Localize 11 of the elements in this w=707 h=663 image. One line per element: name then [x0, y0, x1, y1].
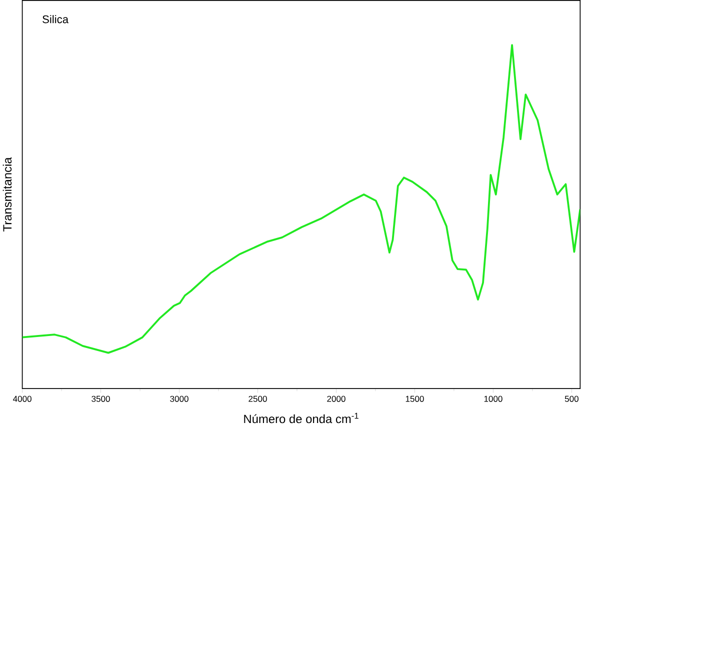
x-tick-label: 1500	[406, 396, 424, 402]
y-axis-title: Transmitancia	[2, 157, 12, 232]
x-tick-label: 2000	[327, 396, 346, 402]
x-tick-label: 1000	[484, 396, 502, 402]
x-tick-label: 2500	[248, 396, 267, 402]
x-tick-label: 4000	[13, 396, 32, 402]
x-tick-label: 500	[564, 396, 578, 402]
x-axis-title: Número de onda cm$^{-1}$	[244, 412, 358, 424]
x-tick-label: 3500	[92, 396, 110, 402]
text: Silica	[42, 14, 69, 24]
x-tick-label: 3000	[170, 396, 188, 402]
